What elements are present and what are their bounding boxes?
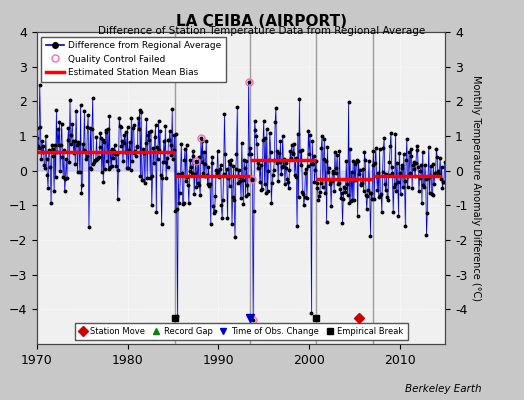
Text: Difference of Station Temperature Data from Regional Average: Difference of Station Temperature Data f… [99,26,425,36]
Y-axis label: Monthly Temperature Anomaly Difference (°C): Monthly Temperature Anomaly Difference (… [472,75,482,301]
Text: LA CEIBA (AIRPORT): LA CEIBA (AIRPORT) [177,14,347,29]
Text: Berkeley Earth: Berkeley Earth [406,384,482,394]
Legend: Station Move, Record Gap, Time of Obs. Change, Empirical Break: Station Move, Record Gap, Time of Obs. C… [74,322,408,340]
